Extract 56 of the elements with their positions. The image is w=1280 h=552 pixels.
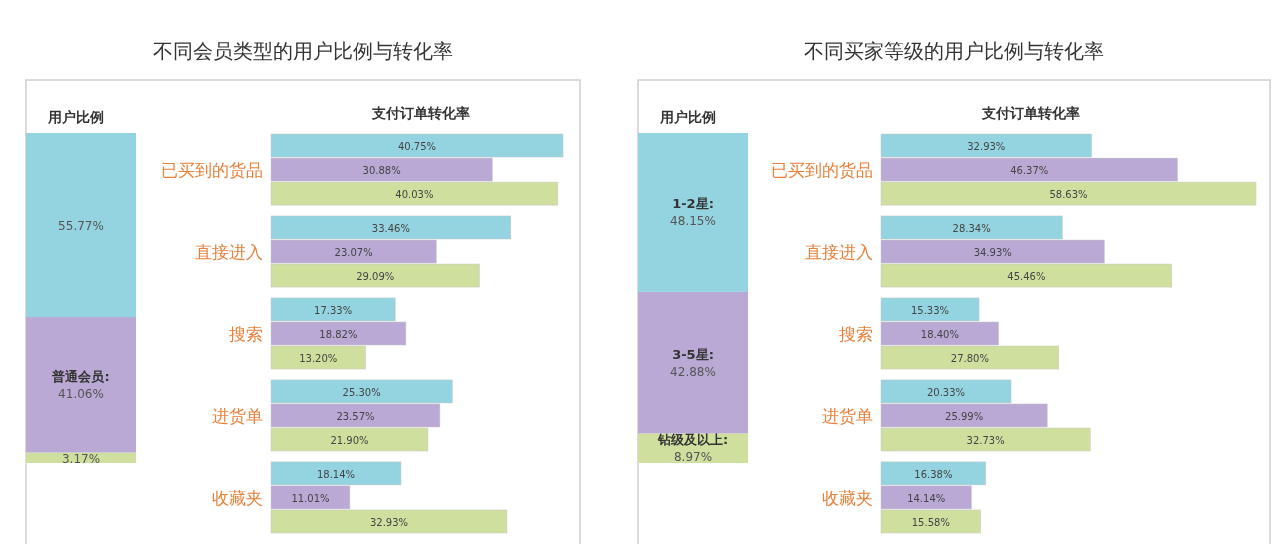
data-label: 18.14% [316,468,356,480]
data-label: 28.34% [952,222,991,234]
data-label: 15.33% [910,304,950,316]
y-tick-label: 搜索 [839,324,873,344]
data-label: 33.46% [371,222,410,234]
y-tick-label: 直接进入 [195,242,263,263]
data-label: 18.40% [920,329,959,340]
data-label: 48.15% [670,214,716,229]
chart-title: 用户比例 [47,109,104,125]
chart-title: 不同会员类型的用户比例与转化率 [153,39,453,63]
y-tick-label: 搜索 [229,324,263,344]
data-label: 23.07% [334,247,373,259]
chart-title: 不同买家等级的用户比例与转化率 [804,39,1104,63]
data-label: 40.75% [397,141,437,153]
data-label: 42.88% [670,364,716,379]
data-label: 32.93% [369,516,409,528]
data-label: 40.03% [395,189,434,201]
data-label: 15.58% [911,516,950,528]
data-label: 16.38% [914,468,953,480]
data-label: 41.06% [58,386,104,401]
y-tick-label: 进货单 [212,405,263,426]
data-label: 25.30% [342,386,381,398]
y-tick-label: 已买到的货品 [771,160,873,181]
data-label: 3.17% [61,451,101,466]
data-label: 30.88% [362,165,401,177]
data-label: 27.80% [950,353,989,365]
data-label: 8.97% [673,450,713,465]
y-tick-label: 进货单 [822,405,873,426]
data-label: 34.93% [973,247,1012,259]
data-label: 18.82% [319,329,358,340]
data-label: 32.93% [967,141,1006,153]
series-label: 3-5星: [672,346,714,362]
data-label: 25.99% [945,410,984,422]
data-label: 29.09% [356,271,395,283]
y-tick-label: 已买到的货品 [161,160,263,181]
data-label: 21.90% [330,435,369,447]
data-label: 46.37% [1010,165,1049,177]
series-label: 普通会员: [51,368,110,384]
chart-title: 用户比例 [659,109,716,125]
chart-subtitle: 支付订单转化率 [371,105,470,121]
data-label: 13.20% [299,353,338,365]
data-label: 32.73% [966,435,1005,447]
series-label: 钻级及以上: [656,432,729,448]
y-tick-label: 收藏夹 [822,487,873,508]
data-label: 23.57% [336,410,375,422]
data-label: 11.01% [291,492,330,504]
chart-subtitle: 支付订单转化率 [981,105,1080,121]
series-label: 1-2星: [672,196,714,212]
data-label: 17.33% [314,304,353,316]
data-label: 14.14% [907,492,946,504]
y-tick-label: 直接进入 [805,242,873,263]
y-tick-label: 收藏夹 [212,487,263,508]
data-label: 20.33% [926,386,966,398]
data-label: 45.46% [1007,271,1046,283]
data-label: 58.63% [1049,189,1088,201]
data-label: 55.77% [58,219,104,234]
